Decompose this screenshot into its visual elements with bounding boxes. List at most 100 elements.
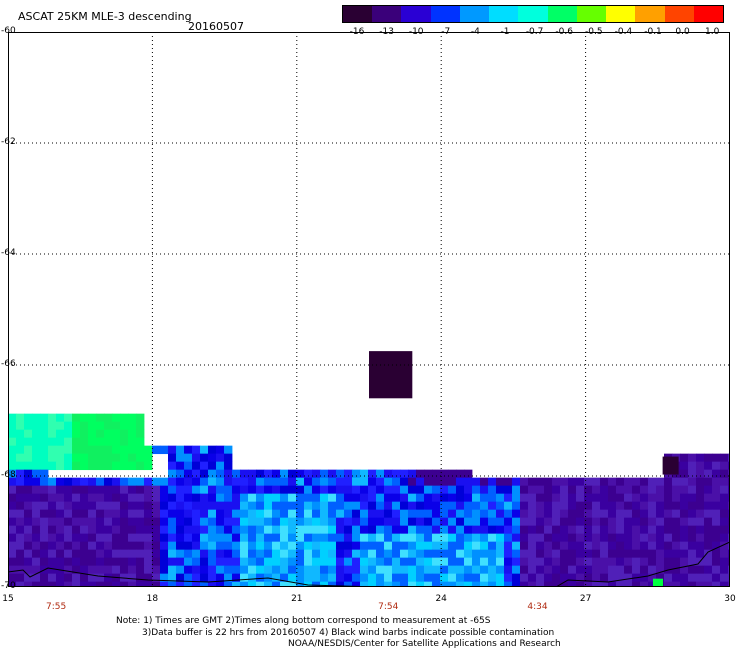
data-cell <box>512 533 521 543</box>
data-cell <box>552 533 561 543</box>
data-cell <box>64 541 73 551</box>
data-cell <box>224 445 233 455</box>
data-cell <box>392 541 401 551</box>
data-cell <box>520 517 529 527</box>
data-cell <box>512 501 521 511</box>
data-cell <box>592 485 601 495</box>
data-cell <box>640 573 649 583</box>
data-cell <box>200 493 209 503</box>
data-cell <box>696 549 705 559</box>
data-cell <box>456 509 465 519</box>
data-cell <box>96 461 105 471</box>
data-cell <box>520 581 529 587</box>
data-cell <box>424 477 433 487</box>
data-cell <box>104 549 113 559</box>
data-cell <box>680 517 689 527</box>
data-cell <box>168 557 177 567</box>
data-cell <box>648 557 657 567</box>
data-cell <box>264 549 273 559</box>
data-cell <box>416 549 425 559</box>
data-cell <box>24 445 33 455</box>
data-cell <box>496 493 505 503</box>
data-cell <box>120 565 129 575</box>
data-cell <box>24 517 33 527</box>
data-cell <box>392 525 401 535</box>
data-cell <box>168 541 177 551</box>
data-cell <box>192 517 201 527</box>
data-cell <box>704 485 713 495</box>
data-cell <box>464 533 473 543</box>
data-cell <box>232 581 241 587</box>
data-cell <box>184 445 193 455</box>
dark-block <box>369 351 413 399</box>
data-cell <box>136 533 145 543</box>
color-scale-segment <box>664 6 695 22</box>
data-cell <box>112 461 121 471</box>
data-cell <box>704 557 713 567</box>
data-cell <box>112 517 121 527</box>
data-cell <box>168 445 177 455</box>
data-cell <box>448 573 457 583</box>
data-cell <box>232 549 241 559</box>
data-cell <box>544 581 553 587</box>
data-cell <box>456 565 465 575</box>
data-cell <box>576 581 585 587</box>
data-cell <box>8 525 17 535</box>
data-cell <box>256 533 265 543</box>
data-cell <box>224 453 233 463</box>
data-cell <box>504 549 513 559</box>
data-cell <box>576 501 585 511</box>
data-cell <box>576 549 585 559</box>
data-cell <box>672 517 681 527</box>
data-cell <box>40 581 49 587</box>
data-cell <box>688 565 697 575</box>
data-cell <box>88 573 97 583</box>
data-cell <box>392 469 401 479</box>
note-line-1: Note: 1) Times are GMT 2)Times along bot… <box>116 616 491 626</box>
data-cell <box>88 501 97 511</box>
data-cell <box>368 517 377 527</box>
lat-tick-label: -68 <box>1 470 16 480</box>
data-cell <box>208 509 217 519</box>
data-cell <box>432 517 441 527</box>
data-cell <box>216 517 225 527</box>
data-cell <box>56 437 65 447</box>
data-cell <box>48 477 57 487</box>
data-cell <box>624 581 633 587</box>
data-cell <box>192 485 201 495</box>
data-cell <box>96 421 105 431</box>
data-cell <box>448 581 457 587</box>
data-cell <box>32 517 41 527</box>
data-cell <box>136 421 145 431</box>
data-cell <box>720 493 729 503</box>
data-cell <box>336 477 345 487</box>
data-cell <box>672 573 681 583</box>
data-cell <box>56 501 65 511</box>
data-cell <box>552 581 561 587</box>
data-cell <box>320 517 329 527</box>
data-cell <box>360 549 369 559</box>
data-cell <box>280 533 289 543</box>
data-cell <box>296 565 305 575</box>
data-cell <box>184 477 193 487</box>
data-cell <box>64 461 73 471</box>
data-cell <box>592 581 601 587</box>
data-cell <box>600 477 609 487</box>
data-cell <box>88 557 97 567</box>
data-cell <box>192 469 201 479</box>
data-cell <box>368 509 377 519</box>
data-cell <box>608 485 617 495</box>
data-cell <box>232 493 241 503</box>
data-cell <box>456 485 465 495</box>
color-scale-segment <box>693 6 724 22</box>
data-cell <box>48 549 57 559</box>
data-cell <box>104 429 113 439</box>
data-cell <box>560 485 569 495</box>
data-cell <box>720 533 729 543</box>
data-cell <box>680 581 689 587</box>
data-cell <box>568 485 577 495</box>
data-cell <box>608 573 617 583</box>
data-cell <box>608 501 617 511</box>
data-cell <box>160 557 169 567</box>
data-cell <box>128 445 137 455</box>
